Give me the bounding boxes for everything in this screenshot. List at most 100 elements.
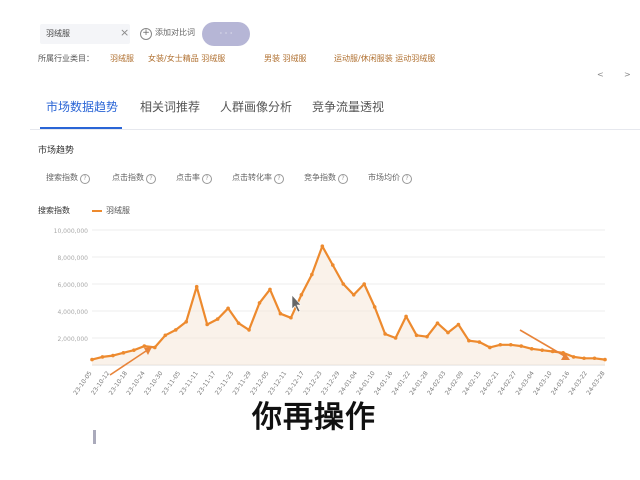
metric-label: 点击率: [176, 173, 200, 182]
data-point: [498, 342, 503, 347]
data-point: [592, 356, 597, 361]
metric-click-index[interactable]: 点击指数?: [112, 172, 156, 184]
metric-label: 点击指数: [112, 173, 144, 182]
data-point: [362, 282, 367, 286]
tab-market-trend[interactable]: 市场数据趋势: [46, 100, 119, 114]
data-point: [540, 348, 544, 352]
data-point: [289, 315, 293, 320]
annotation-arrow-right: [519, 329, 569, 359]
category-item[interactable]: 男装 羽绒服: [264, 54, 307, 63]
metric-label: 市场均价: [368, 173, 400, 182]
legend-series-label: 羽绒服: [106, 206, 130, 215]
y-tick-label: 8,000,000: [57, 255, 88, 262]
data-point: [372, 305, 377, 309]
help-icon: ?: [402, 174, 412, 184]
help-icon: ?: [202, 174, 212, 184]
data-point: [184, 320, 189, 324]
data-point: [173, 328, 178, 332]
category-item[interactable]: 运动服/休闲服装 运动羽绒服: [334, 54, 436, 63]
data-point: [393, 336, 398, 340]
data-point: [247, 328, 251, 332]
range-slider-handle[interactable]: [93, 430, 96, 444]
data-point: [582, 356, 586, 361]
data-point: [414, 333, 419, 338]
data-point: [467, 338, 471, 343]
data-point: [603, 357, 607, 362]
y-axis-ticks: 10,000,000 8,000,000 6,000,000 4,000,000 2,0…: [54, 228, 89, 343]
next-icon[interactable]: >: [624, 70, 631, 79]
category-item[interactable]: 女装/女士精品 羽绒服: [148, 54, 226, 63]
category-label: 所属行业类目：: [38, 54, 94, 63]
add-compare-label: 添加对比词: [155, 28, 195, 37]
chart-metric-label: 搜索指数: [38, 206, 70, 215]
data-point: [236, 321, 241, 325]
plus-icon: +: [140, 28, 152, 40]
arrow-head-icon: [144, 347, 152, 355]
arrow-head-icon: [561, 353, 570, 360]
data-point: [100, 355, 105, 359]
metric-label: 点击转化率: [232, 173, 272, 182]
data-point: [121, 351, 126, 355]
metric-avg-price[interactable]: 市场均价?: [368, 172, 412, 184]
category-item[interactable]: 羽绒服: [110, 54, 134, 63]
data-point: [226, 306, 230, 311]
help-icon: ?: [146, 174, 156, 184]
tab-competition[interactable]: 竞争流量透视: [312, 100, 385, 114]
data-point: [330, 263, 335, 267]
compare-pill[interactable]: · · ·: [202, 22, 250, 46]
data-point: [299, 293, 304, 297]
data-point: [571, 355, 576, 359]
data-point: [268, 287, 272, 292]
tab-audience[interactable]: 人群画像分析: [220, 100, 293, 114]
data-point: [488, 345, 492, 350]
y-tick-label: 4,000,000: [57, 309, 88, 316]
annotation-arrow-left: [109, 346, 153, 376]
data-point: [519, 344, 524, 348]
data-point: [132, 348, 136, 352]
data-point: [163, 333, 168, 338]
data-point: [477, 340, 482, 344]
tab-related-words[interactable]: 相关词推荐: [140, 100, 201, 114]
prev-icon[interactable]: <: [597, 70, 604, 79]
data-point: [550, 349, 555, 354]
active-tab-indicator: [40, 127, 122, 129]
metric-search-index[interactable]: 搜索指数?: [46, 172, 90, 184]
mouse-cursor-icon: [291, 294, 302, 313]
metric-label: 搜索指数: [46, 173, 78, 182]
data-point: [435, 321, 440, 325]
y-tick-label: 2,000,000: [57, 336, 88, 343]
data-point: [90, 357, 94, 362]
data-point: [111, 353, 115, 358]
help-icon: ?: [274, 174, 284, 184]
data-point: [456, 322, 461, 327]
metric-ctr[interactable]: 点击率?: [176, 172, 212, 184]
metric-label: 竞争指数: [304, 173, 336, 182]
close-icon[interactable]: ×: [120, 26, 130, 39]
series-area: [92, 246, 605, 365]
trend-chart: 10,000,000 8,000,000 6,000,000 4,000,000 2,0…: [54, 228, 607, 396]
data-point: [529, 347, 534, 351]
data-point: [205, 322, 209, 327]
metric-competition[interactable]: 竞争指数?: [304, 172, 348, 184]
legend-item[interactable]: 羽绒服: [92, 205, 130, 216]
data-point: [446, 330, 450, 335]
keyword-tag[interactable]: 羽绒服: [40, 24, 130, 44]
data-point: [142, 344, 147, 348]
help-icon: ?: [338, 174, 348, 184]
category-row: 所属行业类目： 羽绒服 女装/女士精品 羽绒服 男装 羽绒服 运动服/休闲服装 …: [38, 53, 638, 67]
legend-swatch: [92, 209, 102, 212]
add-compare-button[interactable]: + 添加对比词: [140, 27, 195, 40]
overlay-caption: 你再操作: [252, 400, 376, 435]
section-title: 市场趋势: [38, 146, 75, 156]
data-point: [383, 332, 387, 336]
tab-divider: [30, 129, 640, 130]
data-point: [425, 334, 429, 339]
y-tick-label: 10,000,000: [54, 228, 89, 235]
data-point: [215, 317, 220, 321]
data-point: [257, 301, 262, 305]
metric-cvr[interactable]: 点击转化率?: [232, 172, 284, 184]
series-points: [90, 244, 607, 362]
data-point: [508, 342, 513, 347]
data-point: [153, 345, 157, 350]
y-tick-label: 6,000,000: [57, 282, 88, 289]
